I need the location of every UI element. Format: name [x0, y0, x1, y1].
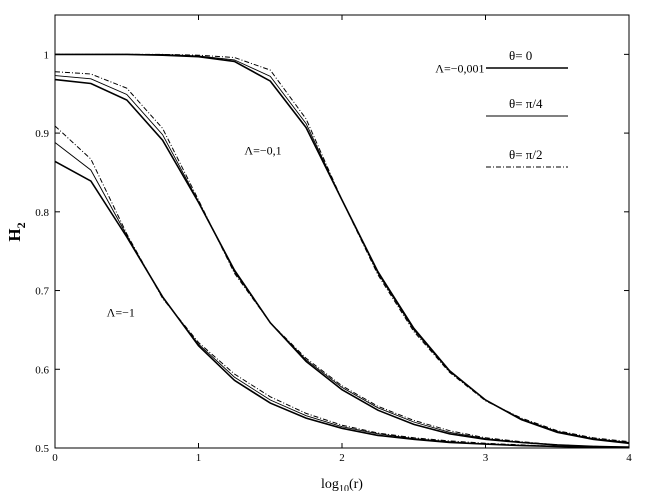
y-axis-label-base: H — [5, 228, 24, 241]
x-tick-label: 0 — [52, 452, 58, 464]
curve-annotation: Λ=−1 — [107, 306, 135, 320]
series-line — [54, 71, 630, 448]
series-line — [54, 142, 629, 448]
x-tick-label: 2 — [339, 452, 345, 464]
y-axis-label-sub: 2 — [14, 222, 28, 228]
y-tick-label: 1 — [44, 49, 50, 61]
series-line — [55, 53, 630, 443]
x-axis-label-sub: 10 — [339, 484, 349, 491]
y-tick-label: 0.9 — [35, 128, 49, 140]
curve-annotation: Λ=−0,001 — [435, 61, 484, 75]
curves-group — [54, 53, 630, 448]
series-line — [54, 125, 629, 448]
y-tick-label: 0.6 — [35, 364, 49, 376]
series-line — [55, 53, 630, 445]
curve-annotation: Λ=−0,1 — [244, 143, 281, 157]
legend-label: θ= π/4 — [509, 96, 543, 111]
y-tick-label: 0.5 — [35, 443, 49, 455]
x-tick-label: 4 — [626, 452, 632, 464]
y-tick-label: 0.8 — [35, 207, 49, 219]
series-line — [54, 78, 630, 448]
x-tick-label: 3 — [483, 452, 489, 464]
tick-group: 0 1 2 3 4 0.5 0.6 0.7 0.8 0.9 1 — [35, 15, 632, 464]
series-line — [55, 53, 630, 443]
y-tick-label: 0.7 — [35, 286, 49, 298]
series-line — [54, 160, 629, 448]
legend: θ= 0 θ= π/4 θ= π/2 — [486, 48, 568, 168]
series-line — [54, 75, 630, 448]
x-tick-label: 1 — [196, 452, 202, 464]
plot-frame — [54, 14, 630, 449]
x-axis-label: log10(r) — [321, 477, 363, 491]
legend-label: θ= π/2 — [509, 147, 542, 162]
x-axis-label-base: log — [321, 477, 339, 491]
x-axis-label-tail: (r) — [349, 477, 363, 491]
legend-label: θ= 0 — [509, 48, 532, 63]
y-axis-label: H2 — [5, 222, 28, 241]
annotation-group: Λ=−0,001 Λ=−0,1 Λ=−1 — [107, 61, 485, 319]
